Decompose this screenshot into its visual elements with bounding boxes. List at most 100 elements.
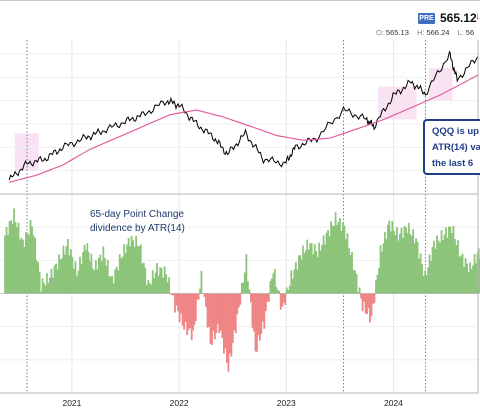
indicator-bar-negative bbox=[263, 293, 266, 329]
indicator-bar-positive bbox=[68, 255, 71, 294]
indicator-bar-positive bbox=[436, 235, 438, 294]
indicator-bar-positive bbox=[129, 246, 132, 294]
indicator-bar-positive bbox=[163, 266, 166, 294]
indicator-bar-negative bbox=[208, 293, 210, 327]
indicator-bar-positive bbox=[127, 237, 130, 294]
indicator-bar-positive bbox=[446, 237, 449, 294]
indicator-bar-positive bbox=[340, 230, 343, 294]
indicator-bar-positive bbox=[4, 235, 6, 294]
indicator-bar-positive bbox=[422, 275, 425, 294]
indicator-bar-positive bbox=[354, 270, 356, 294]
indicator-bar-positive bbox=[293, 269, 296, 294]
indicator-bar-positive bbox=[109, 276, 112, 294]
indicator-bar-positive bbox=[333, 225, 336, 294]
x-tick-label: 2022 bbox=[169, 398, 189, 408]
price-change-arrow: ↓ bbox=[475, 11, 480, 22]
indicator-bar-negative bbox=[264, 293, 267, 312]
indicator-bar-positive bbox=[342, 222, 344, 294]
indicator-bar-positive bbox=[31, 226, 33, 294]
indicator-bar-positive bbox=[330, 221, 332, 294]
indicator-bar-negative bbox=[226, 293, 228, 363]
indicator-bar-positive bbox=[299, 255, 302, 294]
indicator-bar-positive bbox=[89, 261, 91, 294]
x-tick-label: 2021 bbox=[62, 398, 82, 408]
indicator-bar-positive bbox=[123, 244, 126, 294]
indicator-bar-positive bbox=[437, 240, 440, 294]
indicator-bar-positive bbox=[442, 240, 444, 294]
indicator-bar-positive bbox=[52, 277, 54, 294]
indicator-bar-positive bbox=[28, 235, 30, 294]
indicator-bar-positive bbox=[339, 217, 341, 294]
indicator-bar-negative bbox=[254, 293, 257, 352]
price-series-line bbox=[8, 50, 479, 181]
indicator-bar-positive bbox=[419, 253, 422, 294]
indicator-bar-positive bbox=[108, 276, 111, 294]
indicator-bar-positive bbox=[352, 270, 355, 294]
indicator-bar-positive bbox=[449, 226, 452, 294]
indicator-bar-positive bbox=[243, 272, 246, 294]
indicator-bar-positive bbox=[400, 227, 403, 294]
indicator-bar-positive bbox=[20, 237, 23, 294]
top-divider bbox=[0, 0, 480, 1]
indicator-bar-positive bbox=[399, 233, 401, 294]
indicator-bar-negative bbox=[250, 293, 252, 303]
indicator-bar-positive bbox=[64, 254, 66, 294]
indicator-bar-positive bbox=[200, 270, 203, 294]
indicator-bar-positive bbox=[278, 291, 281, 294]
indicator-bar-positive bbox=[242, 282, 245, 294]
indicator-bar-negative bbox=[261, 293, 264, 322]
indicator-bar-negative bbox=[230, 293, 233, 357]
indicator-bar-positive bbox=[38, 271, 41, 294]
indicator-bar-positive bbox=[46, 273, 48, 294]
indicator-bar-positive bbox=[467, 272, 470, 294]
indicator-bar-positive bbox=[375, 279, 377, 294]
indicator-bar-positive bbox=[71, 257, 74, 294]
low-label: L: bbox=[457, 28, 464, 37]
indicator-bar-positive bbox=[409, 234, 412, 294]
indicator-bar-positive bbox=[431, 246, 434, 294]
indicator-bar-positive bbox=[349, 255, 352, 294]
indicator-bar-positive bbox=[458, 256, 461, 294]
indicator-bar-negative bbox=[197, 293, 200, 300]
indicator-bar-negative bbox=[237, 293, 240, 308]
indicator-bar-positive bbox=[291, 278, 294, 294]
indicator-bar-negative bbox=[214, 293, 216, 340]
indicator-bar-negative bbox=[373, 293, 376, 303]
indicator-bar-positive bbox=[59, 259, 62, 294]
indicator-bar-negative bbox=[227, 293, 230, 372]
indicator-bar-positive bbox=[475, 263, 477, 294]
indicator-bar-positive bbox=[73, 268, 75, 294]
indicator-bar-positive bbox=[65, 246, 68, 294]
indicator-bar-positive bbox=[443, 234, 446, 294]
indicator-bar-negative bbox=[192, 293, 194, 331]
indicator-bar-negative bbox=[367, 293, 370, 309]
indicator-bar-positive bbox=[85, 250, 87, 294]
indicator-bar-positive bbox=[381, 251, 383, 294]
moving-average-line bbox=[8, 74, 479, 183]
indicator-bar-positive bbox=[41, 278, 44, 294]
indicator-bar-positive bbox=[80, 264, 83, 294]
indicator-bar-negative bbox=[218, 293, 221, 334]
indicator-bar-positive bbox=[452, 225, 455, 294]
indicator-bar-negative bbox=[366, 293, 368, 315]
indicator-bar-positive bbox=[79, 256, 81, 294]
grid bbox=[0, 40, 478, 393]
indicator-bar-negative bbox=[196, 293, 199, 300]
indicator-bar-positive bbox=[100, 261, 103, 294]
indicator-bar-positive bbox=[55, 263, 57, 294]
indicator-bar-positive bbox=[25, 232, 27, 294]
indicator-bar-positive bbox=[96, 269, 99, 294]
high-label: H: bbox=[416, 28, 425, 37]
indicator-bar-positive bbox=[396, 226, 398, 294]
indicator-bar-positive bbox=[460, 255, 462, 294]
indicator-bar-positive bbox=[90, 253, 93, 294]
indicator-bar-negative bbox=[363, 293, 365, 302]
indicator-bar-negative bbox=[236, 293, 239, 315]
indicator-bar-negative bbox=[187, 293, 190, 330]
indicator-bar-positive bbox=[62, 245, 65, 294]
indicator-bar-positive bbox=[345, 239, 347, 294]
indicator-bar-positive bbox=[476, 253, 479, 294]
indicator-bar-negative bbox=[279, 293, 282, 310]
indicator-bar-positive bbox=[66, 239, 69, 294]
